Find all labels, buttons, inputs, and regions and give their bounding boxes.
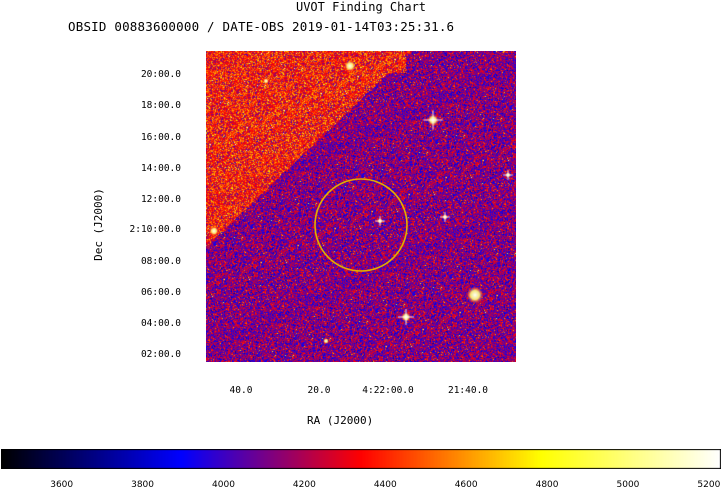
chart-title: UVOT Finding Chart <box>295 0 427 14</box>
y-tick-label: 20:00.0 <box>140 69 181 80</box>
colorbar-tick-label: 4800 <box>535 480 559 490</box>
y-tick-label: 06:00.0 <box>140 287 181 298</box>
colorbar-tick-label: 4000 <box>212 480 235 490</box>
y-tick-label: 18:00.0 <box>140 100 181 111</box>
y-tick-label: 14:00.0 <box>140 163 181 174</box>
x-tick-label: 4:22:00.0 <box>362 385 414 396</box>
y-axis-label: Dec (J2000) <box>91 188 105 261</box>
target-circle-overlay <box>314 178 408 272</box>
y-tick-label: 2:10:00.0 <box>129 224 181 235</box>
colorbar-tick-label: 5200 <box>697 480 721 490</box>
x-tick-label: 40.0 <box>229 385 253 396</box>
colorbar-tick-label: 3600 <box>50 480 74 490</box>
x-tick-label: 21:40.0 <box>447 385 489 396</box>
colorbar-tick-label: 5000 <box>616 480 640 490</box>
colorbar-tick-label: 4200 <box>292 480 316 490</box>
y-tick-label: 16:00.0 <box>140 132 181 143</box>
colorbar-tick-label: 4400 <box>373 480 397 490</box>
chart-subtitle: OBSID 00883600000 / DATE-OBS 2019-01-14T… <box>68 19 455 34</box>
x-tick-label: 20.0 <box>307 385 331 396</box>
colorbar-tick-label: 3800 <box>131 480 155 490</box>
colorbar <box>1 449 721 469</box>
colorbar-tick-label: 4600 <box>454 480 478 490</box>
y-tick-label: 12:00.0 <box>140 194 181 205</box>
target-circle <box>314 178 408 272</box>
y-tick-label: 04:00.0 <box>140 318 181 329</box>
y-tick-label: 08:00.0 <box>140 256 181 267</box>
y-tick-label: 02:00.0 <box>140 349 181 360</box>
finding-chart-image <box>206 51 516 362</box>
x-axis-label: RA (J2000) <box>307 414 374 427</box>
